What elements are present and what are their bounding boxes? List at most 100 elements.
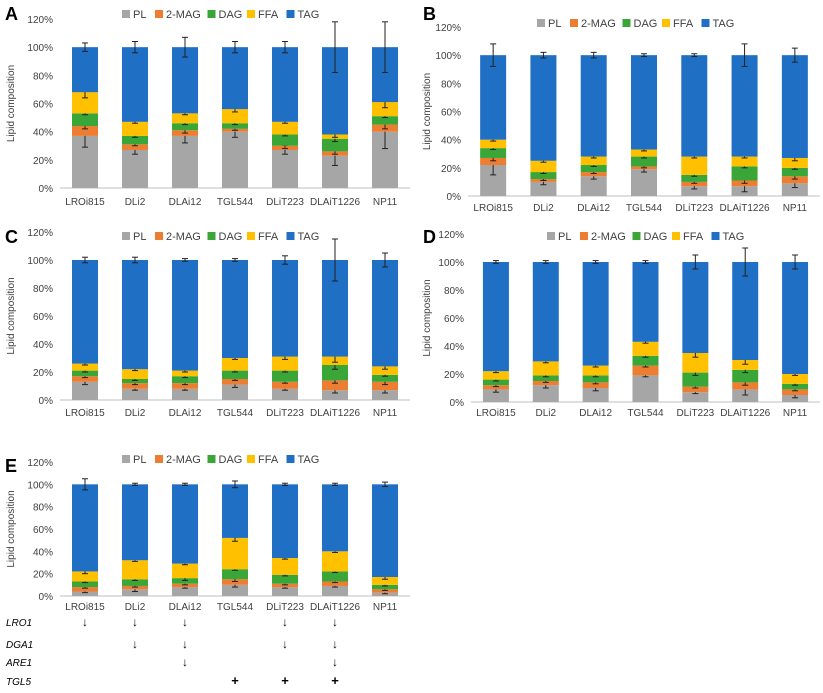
bar-segment-ffa	[631, 149, 657, 157]
bar-segment-tag	[532, 262, 559, 362]
y-tick-label: 40%	[33, 340, 53, 351]
bar-segment-pl	[482, 389, 509, 402]
bar-segment-tag	[482, 262, 509, 372]
bar-segment-dag	[582, 375, 609, 383]
bar-segment-pl	[322, 390, 348, 400]
bar-segment-tag	[631, 55, 657, 150]
y-tick-label: 0%	[450, 398, 465, 409]
legend-swatch	[662, 19, 670, 27]
deletion-arrow-icon: ↓	[332, 615, 338, 629]
bar-segment-dag	[122, 379, 148, 384]
bar-segment-2-mag	[172, 383, 198, 389]
bar-segment-2-mag	[782, 389, 809, 395]
bar-segment-pl	[732, 389, 759, 402]
panel-label: E	[5, 456, 17, 476]
bar-segment-2-mag	[580, 172, 607, 177]
bar-segment-dag	[222, 123, 248, 129]
bar-segment-dag	[72, 581, 98, 588]
overexpression-mark: +	[231, 673, 239, 688]
bar-segment-pl	[322, 585, 348, 596]
y-tick-label: 0%	[39, 396, 54, 407]
y-tick-label: 60%	[441, 108, 461, 119]
bar-segment-pl	[172, 135, 198, 188]
bar-segment-dag	[72, 113, 98, 127]
bar-segment-dag	[682, 372, 709, 387]
bar-segment-tag	[682, 262, 709, 353]
bar-segment-2-mag	[72, 587, 98, 592]
legend-swatch	[701, 19, 710, 27]
bar-segment-tag	[172, 260, 198, 371]
bar-segment-tag	[272, 484, 298, 559]
bar-segment-dag	[272, 134, 298, 146]
y-tick-label: 40%	[444, 342, 464, 353]
x-tick-label: LROi815	[65, 602, 105, 613]
legend-entry-label: 2-MAG	[591, 231, 626, 243]
bar-segment-pl	[681, 186, 708, 196]
bar-segment-tag	[781, 55, 808, 158]
bar-segment-dag	[482, 379, 509, 386]
bar-segment-dag	[532, 375, 559, 381]
overexpression-mark: +	[281, 673, 289, 688]
legend-entry-label: TAG	[298, 231, 320, 243]
y-tick-label: 60%	[33, 525, 53, 536]
bar-segment-2-mag	[781, 176, 808, 184]
chart-panel-d: D 0% 20% 40% 60% 80% 100% 120% Lipid composition…	[422, 227, 820, 419]
bar-segment-tag	[222, 260, 248, 358]
y-tick-label: 0%	[39, 184, 54, 195]
bar-segment-2-mag	[122, 383, 148, 389]
gene-label-dga1: DGA1	[6, 640, 33, 651]
chart-panel-b: B 0% 20% 40% 60% 80% 100% 120% Lipid composition…	[422, 4, 820, 214]
bar-segment-2-mag	[681, 181, 708, 187]
deletion-arrow-icon: ↓	[332, 637, 338, 651]
bar-segment-dag	[272, 574, 298, 584]
y-tick-label: 100%	[27, 480, 53, 491]
deletion-arrow-icon: ↓	[282, 615, 288, 629]
bar-segment-2-mag	[372, 381, 398, 391]
legend-swatch	[155, 232, 163, 240]
y-tick-label: 20%	[444, 370, 464, 381]
legend-entry-label: TAG	[723, 231, 745, 243]
bar-segment-ffa	[122, 560, 148, 580]
y-tick-label: 80%	[33, 284, 53, 295]
bar-segment-tag	[372, 260, 398, 367]
bar-segment-dag	[322, 571, 348, 582]
bar-segment-pl	[682, 392, 709, 402]
legend-swatch	[247, 10, 255, 18]
bar-segment-pl	[222, 384, 248, 400]
bar-segment-pl	[222, 131, 248, 188]
bar-segment-tag	[731, 55, 758, 157]
y-tick-label: 20%	[33, 156, 53, 167]
bar-segment-ffa	[222, 109, 248, 124]
y-tick-label: 100%	[27, 256, 53, 267]
legend-swatch	[632, 232, 641, 240]
legend-swatch	[207, 10, 216, 18]
bar-segment-ffa	[731, 156, 758, 167]
x-tick-label: NP11	[783, 408, 808, 419]
bar-segment-pl	[272, 587, 298, 596]
y-tick-label: 100%	[438, 258, 464, 269]
legend-swatch	[122, 232, 130, 240]
bar-segment-tag	[72, 260, 98, 364]
bar-segment-dag	[322, 138, 348, 152]
y-tick-label: 120%	[438, 230, 464, 241]
bar-segment-ffa	[372, 577, 398, 585]
bar-segment-ffa	[782, 374, 809, 384]
bar-segment-2-mag	[632, 365, 659, 376]
bar-segment-tag	[272, 260, 298, 357]
x-tick-label: TGL544	[626, 203, 663, 214]
x-tick-label: DLAiT1226	[310, 197, 360, 208]
bar-segment-ffa	[372, 366, 398, 375]
legend-swatch	[286, 455, 295, 463]
legend-swatch	[286, 232, 295, 240]
legend-entry-label: DAG	[634, 18, 658, 30]
bar-segment-pl	[582, 388, 609, 402]
legend-swatch	[580, 232, 588, 240]
bar-segment-pl	[122, 388, 148, 400]
deletion-arrow-icon: ↓	[82, 615, 88, 629]
y-tick-label: 100%	[27, 43, 53, 54]
legend-swatch	[122, 455, 130, 463]
y-tick-label: 20%	[441, 164, 461, 175]
bar-segment-2-mag	[72, 126, 98, 136]
x-tick-label: DLiT223	[266, 408, 304, 419]
